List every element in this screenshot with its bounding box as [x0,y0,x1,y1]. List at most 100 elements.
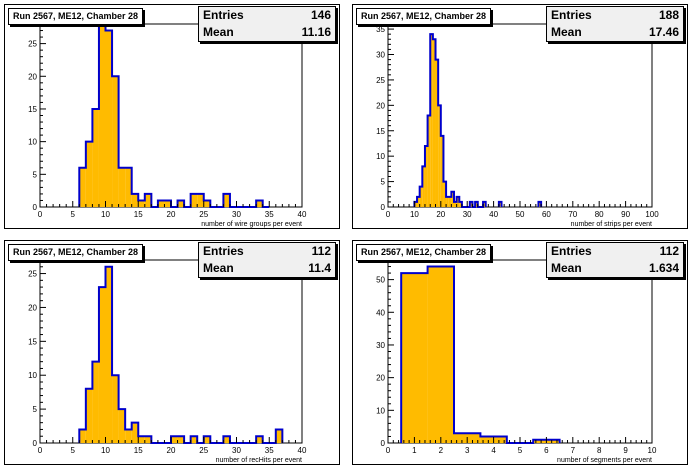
x-axis-label: number of recHits per event [216,457,302,464]
histogram-bar [427,115,431,207]
histogram-outline [78,23,270,208]
histogram-bar [138,436,145,443]
x-tick-label: 60 [542,210,551,219]
y-tick-label: 50 [376,276,385,285]
histogram-bar [451,191,454,207]
x-tick-label: 0 [386,446,391,455]
x-tick-label: 70 [568,210,577,219]
histogram-panel-wire-groups: 0 5 10 15 20 25 30 35 40 0 5 10 15 20 25 number of wire… [4,4,340,229]
y-tick-label: 5 [381,178,386,187]
histogram-bar [424,146,428,207]
x-tick-label: 30 [232,446,241,455]
y-tick-label: 15 [28,337,37,346]
x-tick-label: 20 [167,446,176,455]
histogram-bar [79,429,86,443]
histogram-bar [203,200,211,207]
histogram-bar [157,200,165,207]
mean-label: Mean [551,25,582,39]
y-tick-label: 10 [28,371,37,380]
x-tick-label: 7 [571,446,576,455]
x-tick-label: 30 [463,210,472,219]
histogram-bar [125,167,132,207]
y-tick-label: 0 [33,439,38,448]
histogram-bar [223,193,230,207]
x-tick-label: 100 [645,210,659,219]
mean-value: 1.634 [648,261,679,275]
histogram-bar [256,200,263,207]
chart-title: Run 2567, ME12, Chamber 28 [356,8,492,25]
histogram-bar [469,201,473,207]
histogram-bar [118,409,126,443]
y-tick-label: 0 [381,439,386,448]
mean-label: Mean [203,261,234,275]
y-tick-label: 40 [376,308,385,317]
chart-title: Run 2567, ME12, Chamber 28 [356,244,492,261]
y-tick-label: 25 [376,76,385,85]
histogram-bar [430,34,433,208]
histogram-bar [197,193,204,207]
histogram-bar [112,76,119,208]
y-tick-label: 0 [381,203,386,212]
histogram-bar [456,196,460,207]
x-tick-label: 35 [265,446,274,455]
histogram-bar [223,436,230,443]
histogram-bar [92,361,99,443]
histogram-bar [203,436,211,443]
stats-box: Entries 112 Mean 11.4 [198,242,336,278]
x-tick-label: 10 [648,446,657,455]
histogram-bar [427,266,454,443]
x-axis-label: number of segments per event [557,457,652,464]
x-tick-label: 80 [595,210,604,219]
histogram-bar [190,193,198,207]
x-tick-label: 25 [199,446,208,455]
y-tick-label: 15 [28,105,37,114]
histogram-bar [422,166,425,207]
x-tick-label: 1 [412,446,417,455]
histogram-bar [98,24,106,207]
histogram-bar [105,30,113,207]
chart-title: Run 2567, ME12, Chamber 28 [8,8,144,25]
histogram-bar [538,201,542,207]
histogram-bar [448,196,452,207]
y-tick-label: 35 [376,25,385,34]
histogram-bar [483,201,486,207]
x-tick-label: 50 [516,210,525,219]
x-tick-label: 25 [199,210,208,219]
x-tick-label: 4 [491,446,496,455]
y-tick-label: 10 [28,138,37,147]
x-tick-label: 0 [38,210,43,219]
histogram-panel-strips: 0 10 20 30 40 50 60 70 80 90 100 0 5 10 15 20 25 30 35 numb… [352,4,688,229]
x-axis-label: number of wire groups per event [201,221,302,228]
x-tick-label: 5 [518,446,523,455]
histogram-bar [85,388,93,443]
x-tick-label: 5 [71,210,76,219]
histogram-bar [85,141,93,207]
histogram-panel-segments: 0 1 2 3 4 5 6 7 8 9 10 0 10 20 30 40 50 number of segment… [352,240,688,465]
mean-value: 11.16 [301,25,331,39]
x-tick-label: 40 [489,210,498,219]
histogram-bar [443,181,447,207]
histogram-bar [92,108,99,207]
histogram-bar [118,167,126,207]
chart-canvas: 0 5 10 15 20 25 30 35 40 0 5 10 15 20 25 number of recH… [4,240,340,465]
x-tick-label: 8 [597,446,602,455]
histogram-bar [125,429,132,443]
y-tick-label: 15 [376,127,385,136]
x-tick-label: 15 [134,446,143,455]
histogram-bar [440,135,444,207]
histogram-bar [275,429,283,443]
x-axis-label: number of strips per event [571,221,652,228]
histogram-bar [164,200,171,207]
histogram-bar [498,201,502,207]
entries-value: 146 [310,8,331,22]
histogram-bar [79,167,86,207]
x-tick-label: 30 [232,210,241,219]
histogram-bar [144,193,152,207]
x-tick-label: 40 [298,210,307,219]
x-tick-label: 2 [439,446,444,455]
y-tick-label: 20 [28,72,37,81]
histogram-bar [171,436,178,443]
x-tick-label: 35 [265,210,274,219]
histogram-bar [105,266,113,443]
histogram-bar [432,39,436,207]
